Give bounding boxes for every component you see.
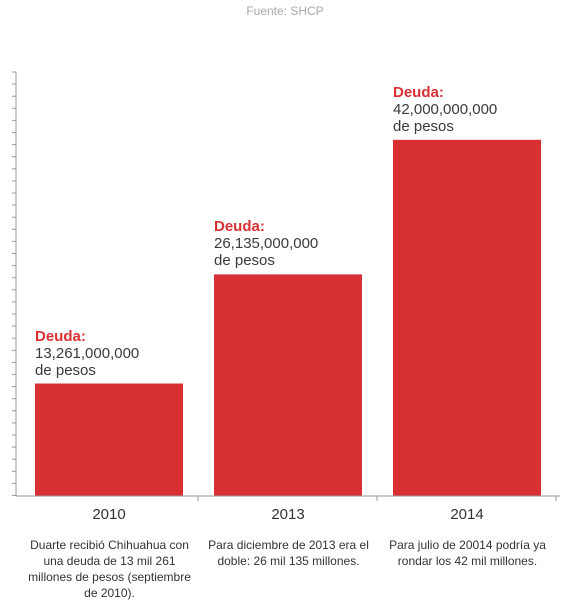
bar-label-2013: Deuda: 26,135,000,000 de pesos: [214, 218, 374, 269]
x-axis: [16, 495, 560, 501]
note-2014: Para julio de 20014 podría ya rondar los…: [389, 538, 546, 568]
debt-unit: de pesos: [35, 361, 96, 379]
bars: [35, 139, 541, 497]
x-tick-label-2014: 2014: [450, 506, 484, 523]
bar-label-2010: Deuda: 13,261,000,000 de pesos: [35, 328, 195, 379]
debt-title: Deuda:: [35, 327, 86, 345]
bar-2010: [35, 383, 183, 496]
bar-2013: [214, 274, 362, 496]
debt-amount: 26,135,000,000: [214, 235, 319, 253]
debt-unit: de pesos: [214, 252, 275, 270]
source-caption: Fuente: SHCP: [246, 4, 324, 18]
x-tick-label-2010: 2010: [92, 506, 126, 523]
bar-label-2014: Deuda: 42,000,000,000 de pesos: [393, 84, 553, 135]
bar-2014: [393, 139, 541, 497]
x-tick-label-2013: 2013: [271, 506, 305, 523]
debt-title: Deuda:: [393, 83, 444, 101]
debt-unit: de pesos: [393, 117, 454, 135]
note-2010: Duarte recibió Chihuahua con una deuda d…: [28, 538, 191, 600]
debt-amount: 13,261,000,000: [35, 344, 140, 362]
debt-amount: 42,000,000,000: [393, 100, 498, 118]
note-2013: Para diciembre de 2013 era el doble: 26 …: [208, 538, 369, 568]
y-axis: [12, 71, 17, 496]
debt-title: Deuda:: [214, 218, 265, 236]
